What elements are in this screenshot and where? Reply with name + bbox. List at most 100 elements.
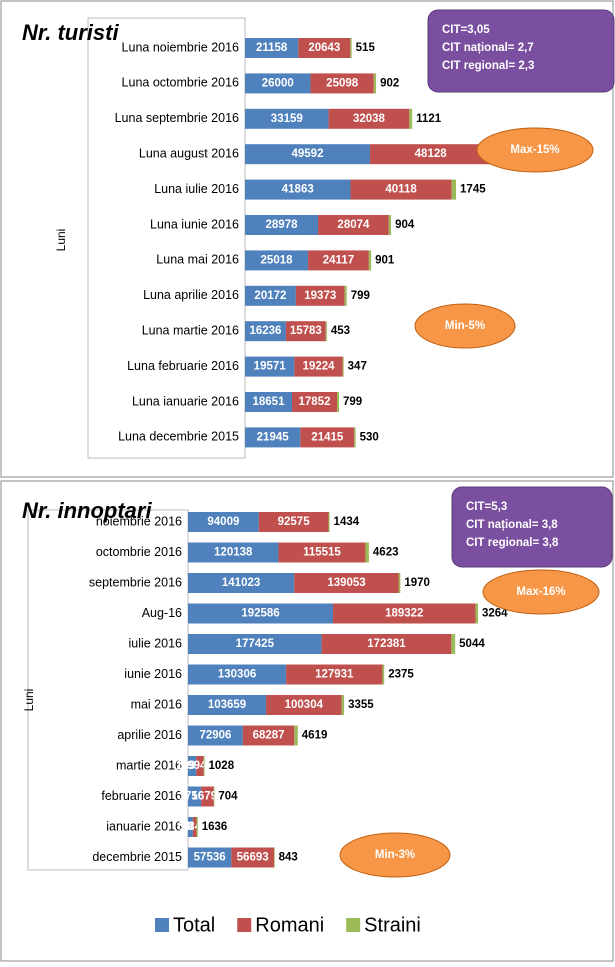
bar-segment bbox=[188, 542, 279, 563]
value-label: 799 bbox=[343, 396, 362, 408]
bar-segment bbox=[245, 427, 301, 448]
bar-segment bbox=[310, 73, 374, 94]
value-label: 115515 bbox=[303, 547, 341, 559]
annotation-ellipse bbox=[476, 127, 594, 173]
note-line: CIT=5,3 bbox=[466, 501, 507, 513]
value-label: 4619 bbox=[302, 730, 328, 742]
bar-segment bbox=[245, 38, 299, 58]
value-label: 68287 bbox=[253, 730, 285, 742]
legend-swatch bbox=[237, 918, 252, 932]
bar-segment bbox=[245, 285, 296, 306]
bar-segment bbox=[294, 573, 399, 593]
value-label: 20643 bbox=[308, 42, 340, 54]
bar-segment bbox=[373, 73, 377, 94]
bar-segment bbox=[245, 144, 370, 165]
bar-segment bbox=[188, 756, 197, 776]
bar-segment bbox=[245, 73, 311, 94]
category-label: Luna martie 2016 bbox=[142, 323, 239, 337]
value-label: 904 bbox=[395, 219, 415, 231]
value-label: 177425 bbox=[236, 638, 275, 650]
bar-segment bbox=[308, 250, 369, 271]
value-label: 18651 bbox=[253, 396, 286, 408]
bar-segment bbox=[298, 38, 351, 58]
category-label: decembrie 2015 bbox=[92, 850, 182, 864]
value-label: 1745 bbox=[460, 184, 486, 196]
bar-segment bbox=[475, 603, 478, 624]
value-label: 2375 bbox=[388, 669, 414, 681]
value-label: 16236 bbox=[249, 325, 281, 337]
value-label: 24117 bbox=[323, 254, 354, 266]
bar-segment bbox=[368, 250, 372, 271]
bar-segment bbox=[188, 725, 243, 746]
bar-segment bbox=[342, 356, 344, 377]
value-label: 704 bbox=[218, 791, 238, 803]
bar-segment bbox=[245, 179, 351, 200]
value-label: 92575 bbox=[278, 516, 311, 528]
value-label: 72906 bbox=[199, 730, 231, 742]
value-label: 103659 bbox=[208, 699, 246, 711]
bar-segment bbox=[188, 573, 295, 593]
note-box bbox=[451, 486, 613, 568]
value-label: 15783 bbox=[290, 325, 322, 337]
bar-segment bbox=[188, 664, 287, 685]
y-axis-label: Luni bbox=[22, 689, 36, 712]
value-label: 19373 bbox=[304, 290, 336, 302]
legend-label: Total bbox=[173, 914, 215, 936]
value-label: 453 bbox=[331, 325, 350, 337]
value-label: 32038 bbox=[353, 113, 386, 125]
value-label: 130306 bbox=[218, 669, 256, 681]
note-line: CIT regional= 3,8 bbox=[466, 537, 559, 549]
bar-segment bbox=[382, 664, 385, 685]
value-label: 48128 bbox=[415, 148, 448, 160]
value-label: 1121 bbox=[416, 113, 442, 125]
bar-segment bbox=[328, 512, 330, 532]
value-label: 4623 bbox=[373, 547, 399, 559]
bar-segment bbox=[188, 512, 259, 532]
category-label: ianuarie 2016 bbox=[106, 819, 182, 833]
frame bbox=[0, 0, 614, 478]
bar-segment bbox=[258, 512, 329, 532]
value-label: 4848 bbox=[182, 821, 208, 833]
value-label: 19571 bbox=[254, 361, 287, 373]
value-label: 139053 bbox=[327, 577, 365, 589]
category-label: Luna iunie 2016 bbox=[150, 217, 239, 231]
value-label: 57536 bbox=[194, 852, 226, 864]
category-label: Luna decembrie 2015 bbox=[118, 430, 239, 444]
bar-segment bbox=[192, 817, 197, 837]
annotation-ellipse bbox=[482, 569, 600, 615]
bar-segment bbox=[337, 392, 340, 412]
value-label: 17852 bbox=[299, 396, 331, 408]
bar-segment bbox=[285, 321, 326, 342]
bar-segment bbox=[266, 695, 342, 715]
value-label: 515 bbox=[356, 42, 376, 54]
bar-segment bbox=[318, 215, 389, 235]
bar-segment bbox=[245, 108, 329, 129]
category-label: Luna aprilie 2016 bbox=[143, 288, 239, 302]
value-label: 28978 bbox=[266, 219, 299, 231]
bar-segment bbox=[245, 356, 295, 377]
category-label: octombrie 2016 bbox=[96, 545, 182, 559]
legend-label: Straini bbox=[364, 914, 421, 936]
category-label: februarie 2016 bbox=[101, 789, 182, 803]
value-label: 49592 bbox=[292, 148, 324, 160]
value-label: 33159 bbox=[271, 113, 303, 125]
value-label: 21415 bbox=[311, 431, 344, 443]
value-label: 94009 bbox=[207, 516, 239, 528]
bar-segment bbox=[292, 392, 338, 412]
bar-segment bbox=[188, 603, 333, 624]
value-label: 1970 bbox=[404, 577, 430, 589]
bar-segment bbox=[188, 634, 322, 654]
value-label: 347 bbox=[348, 361, 367, 373]
value-label: 189322 bbox=[385, 608, 423, 620]
value-label: 843 bbox=[279, 852, 298, 864]
bar-segment bbox=[388, 215, 392, 235]
value-label: 5044 bbox=[459, 638, 485, 650]
value-label: 1636 bbox=[202, 821, 228, 833]
bar-segment bbox=[196, 756, 204, 776]
value-label: 902 bbox=[380, 77, 399, 89]
bar-segment bbox=[294, 356, 343, 377]
value-label: 28074 bbox=[337, 219, 370, 231]
bar-segment bbox=[451, 634, 456, 654]
value-label: 16796 bbox=[192, 791, 224, 803]
